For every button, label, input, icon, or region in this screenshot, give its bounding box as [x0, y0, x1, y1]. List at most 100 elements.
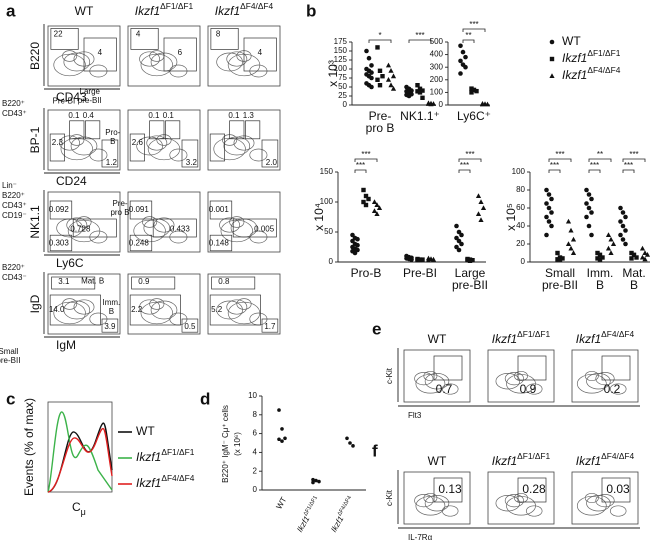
contour	[153, 217, 175, 233]
data-point	[376, 205, 383, 210]
gate	[601, 355, 631, 381]
y-tick-label: 100	[512, 167, 526, 176]
data-point	[317, 479, 321, 484]
gate	[229, 120, 245, 140]
data-point	[586, 223, 592, 229]
data-point	[280, 439, 284, 443]
category-label: Pro-B	[351, 266, 382, 280]
population-label: B	[110, 137, 115, 146]
y-tick-label: 25	[338, 91, 347, 100]
significance-bracket	[354, 169, 367, 173]
data-point	[465, 258, 470, 263]
data-point	[469, 86, 474, 91]
genotype-allele: ΔF4/ΔF4	[240, 1, 273, 11]
contour	[584, 492, 599, 504]
y-tick-label: 75	[338, 73, 347, 82]
contour	[140, 301, 173, 325]
genotype-allele: ΔF1/ΔF1	[303, 495, 319, 517]
data-point	[369, 75, 374, 81]
data-point	[454, 223, 459, 229]
x-axis-label-sub: μ	[81, 507, 86, 517]
gate-percentage: 0.433	[170, 224, 191, 233]
y-tick-label: 20	[516, 239, 525, 248]
data-point	[597, 257, 603, 262]
y-tick-label: 0	[253, 485, 258, 494]
contour	[586, 373, 611, 390]
y-tick-label: 500	[430, 37, 444, 46]
significance-bracket	[458, 158, 482, 162]
data-point	[371, 199, 378, 204]
data-point	[390, 86, 397, 91]
y-tick-label: 100	[320, 197, 334, 206]
plot-frame	[207, 109, 281, 171]
data-point	[377, 68, 383, 73]
gate-percentage: 0.728	[70, 224, 91, 233]
gate	[83, 37, 117, 72]
gate-percentage: 0.001	[209, 205, 230, 214]
gate	[101, 318, 119, 333]
category-label: NK1.1⁺	[400, 109, 440, 123]
genotype-label: WT	[428, 332, 447, 346]
data-point	[544, 187, 549, 193]
y-tick-label: 175	[334, 37, 348, 46]
y-tick-label: 6	[253, 429, 258, 438]
significance-bracket	[588, 158, 612, 162]
legend-marker	[549, 39, 555, 45]
gate-percentage: 3.1	[58, 277, 70, 286]
contour	[595, 372, 615, 386]
gate	[517, 355, 547, 381]
x-axis-label: Flt3	[408, 411, 422, 420]
contour	[415, 496, 446, 516]
data-point	[380, 74, 385, 79]
significance-stars: ***	[465, 150, 474, 159]
y-axis-label: x 10³	[326, 60, 340, 87]
gate-percentage: 22	[54, 30, 63, 39]
y-tick-label: 8	[253, 410, 258, 419]
data-point	[608, 250, 614, 255]
contour	[142, 216, 158, 228]
data-point	[475, 193, 482, 198]
genotype-name: Ikzf1	[492, 332, 517, 346]
gate-percentage: 3.2	[186, 158, 198, 167]
y-tick-label: 100	[430, 88, 444, 97]
contour	[150, 300, 178, 320]
gate-percentage: 6	[178, 48, 183, 57]
genotype-name: WT	[562, 34, 581, 48]
legend-marker	[549, 56, 555, 62]
genotype-allele: ΔF1/ΔF1	[587, 48, 620, 58]
significance-stars: ***	[460, 161, 469, 170]
plot-frame	[47, 273, 121, 335]
contour	[609, 383, 627, 395]
data-point	[420, 95, 425, 100]
data-point	[631, 252, 637, 257]
significance-stars: ***	[590, 161, 599, 170]
data-point	[589, 196, 594, 202]
y-axis-label: x 10⁵	[504, 203, 518, 231]
gate	[601, 477, 631, 503]
y-tick-label: 150	[320, 167, 334, 176]
genotype-name: WT	[275, 495, 289, 510]
y-axis-label: B220⁺ IgM⁻ Cμ⁺ cells	[221, 405, 230, 483]
panel-label: e	[372, 319, 381, 338]
panel-label: a	[6, 1, 16, 20]
gate	[85, 120, 101, 140]
data-point	[546, 219, 552, 224]
gate-percentage: 14.0	[49, 305, 65, 314]
population-label: Small	[0, 347, 19, 356]
genotype-allele: ΔF1/ΔF1	[517, 329, 550, 339]
data-point	[417, 90, 423, 95]
data-point	[375, 45, 380, 50]
category-label: B	[596, 278, 604, 292]
genotype-label: Ikzf1ΔF1/ΔF1	[295, 495, 323, 534]
contour	[89, 148, 108, 162]
contour	[76, 216, 92, 228]
data-point	[369, 84, 374, 90]
genotype-label: Ikzf1ΔF1/ΔF1	[136, 447, 195, 464]
gate	[152, 218, 197, 238]
significance-bracket	[622, 158, 646, 162]
data-point	[415, 258, 420, 263]
contour	[213, 137, 246, 161]
contour	[146, 135, 168, 151]
significance-bracket	[588, 169, 601, 173]
gate	[261, 318, 279, 333]
